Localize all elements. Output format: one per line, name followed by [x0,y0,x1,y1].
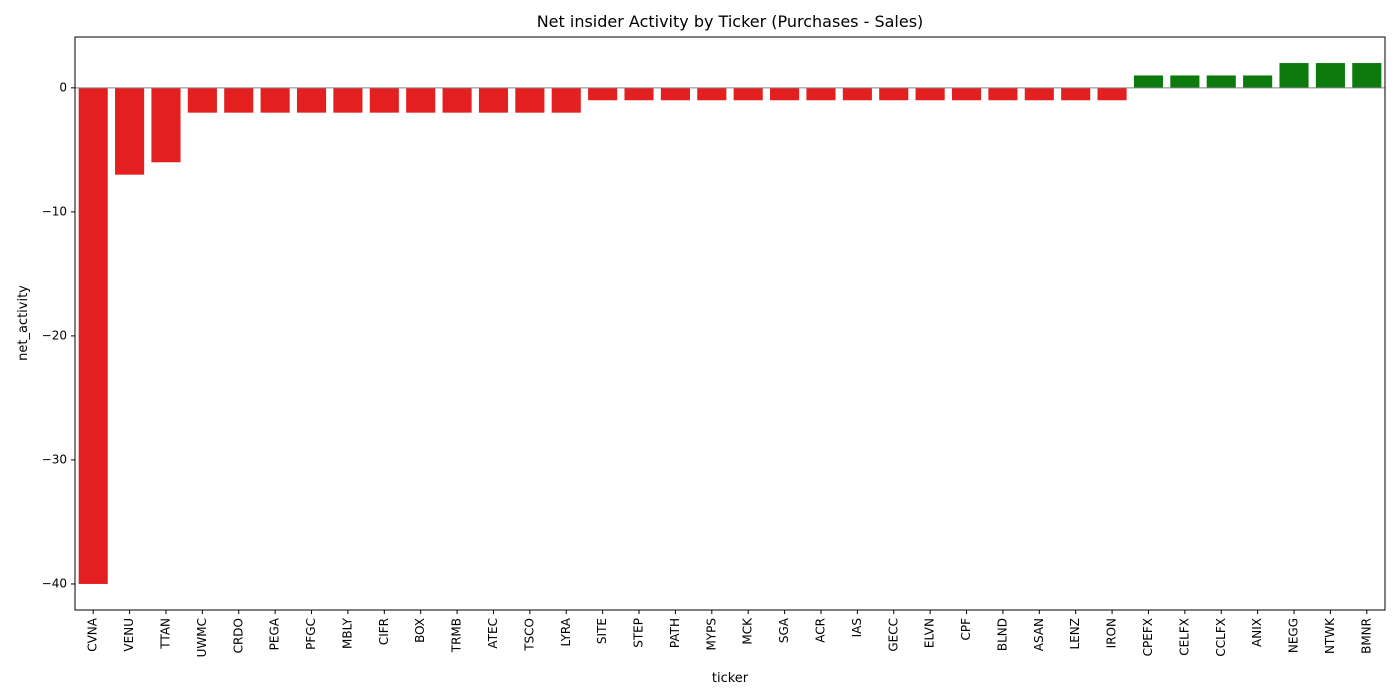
x-tick-label: CVNA [86,617,100,652]
x-tick-label: CPF [959,618,973,641]
bar-elvn [915,87,945,101]
x-tick-label: CCLFX [1214,618,1228,657]
plot-frame [74,36,1386,611]
x-tick-label: SGA [777,617,791,643]
bar-lyra [551,87,581,113]
bar-site [588,87,618,101]
bar-sga [770,87,800,101]
x-tick-label: ACR [813,618,827,643]
x-tick-label: CELFX [1177,618,1191,656]
bar-mck [733,87,763,101]
x-tick-label: NEGG [1287,618,1301,653]
y-tick-label: −30 [42,452,67,466]
y-tick-label: −20 [42,328,67,342]
x-tick-label: ASAN [1032,618,1046,651]
bar-cifr [369,87,399,113]
x-tick-label: IRON [1105,618,1119,648]
x-tick-label: PEGA [268,617,282,650]
x-tick-label: BOX [413,618,427,643]
x-tick-label: TRMB [450,618,464,653]
bar-blnd [988,87,1018,101]
bar-ttan [151,87,181,163]
x-tick-label: ANIX [1250,618,1264,647]
chart-title: Net insider Activity by Ticker (Purchase… [537,12,924,31]
bar-anix [1243,75,1273,88]
bar-gecc [879,87,909,101]
x-tick-label: TTAN [158,618,172,650]
x-axis-ticks: CVNA VENU TTAN UWMC CRDO PEGA PFGC MBLY CIFR BOX T… [86,610,1373,657]
bar-path [660,87,690,101]
x-tick-label: ATEC [486,618,500,649]
bar-ntwk [1315,63,1345,88]
x-tick-label: GECC [886,618,900,652]
bar-cpefx [1133,75,1164,88]
bar-iron [1097,87,1127,101]
y-tick-label: −10 [42,204,67,218]
x-tick-label: CIFR [377,618,391,645]
bar-step [624,87,654,101]
x-tick-label: LYRA [559,617,573,646]
x-tick-label: IAS [850,618,864,637]
x-tick-label: ELVN [923,618,937,648]
x-tick-label: CPEFX [1141,618,1155,656]
x-tick-label: PATH [668,618,682,648]
y-axis-label: net_activity [16,285,31,361]
y-tick-label: −40 [42,576,67,590]
bar-celfx [1170,75,1200,88]
x-tick-label: SITE [595,618,609,644]
x-axis-label: ticker [712,671,749,686]
bar-acr [806,87,836,101]
bar-cvna [78,87,108,584]
x-tick-label: BMNR [1359,618,1373,654]
x-tick-label: TSCO [522,618,536,652]
y-axis-ticks: 0 −10 −20 −30 −40 [42,80,75,590]
x-tick-label: MYPS [704,618,718,651]
bars [78,63,1382,584]
bar-pega [260,87,290,113]
bar-myps [697,87,727,101]
bar-trmb [442,87,472,113]
x-tick-label: CRDO [231,618,245,653]
bar-lenz [1061,87,1091,101]
bar-pfgc [296,87,327,113]
bar-mbly [333,87,363,113]
x-tick-label: UWMC [195,618,209,657]
bar-crdo [224,87,254,113]
x-tick-label: BLND [995,618,1009,651]
x-tick-label: STEP [632,618,646,648]
bar-uwmc [187,87,217,113]
y-tick-label: 0 [59,80,67,94]
bar-atec [478,87,509,113]
bar-ias [842,87,872,101]
bar-venu [115,87,145,175]
bar-cclfx [1206,75,1236,88]
bar-tsco [515,87,545,113]
x-tick-label: VENU [122,618,136,652]
bar-cpf [951,87,982,101]
x-tick-label: MCK [741,617,755,645]
x-tick-label: LENZ [1068,618,1082,649]
x-tick-label: NTWK [1323,617,1337,654]
bar-box [406,87,436,113]
bar-negg [1279,63,1309,88]
x-tick-label: PFGC [304,618,318,650]
x-tick-label: MBLY [340,617,354,649]
bar-asan [1024,87,1054,101]
bar-bmnr [1352,63,1382,88]
